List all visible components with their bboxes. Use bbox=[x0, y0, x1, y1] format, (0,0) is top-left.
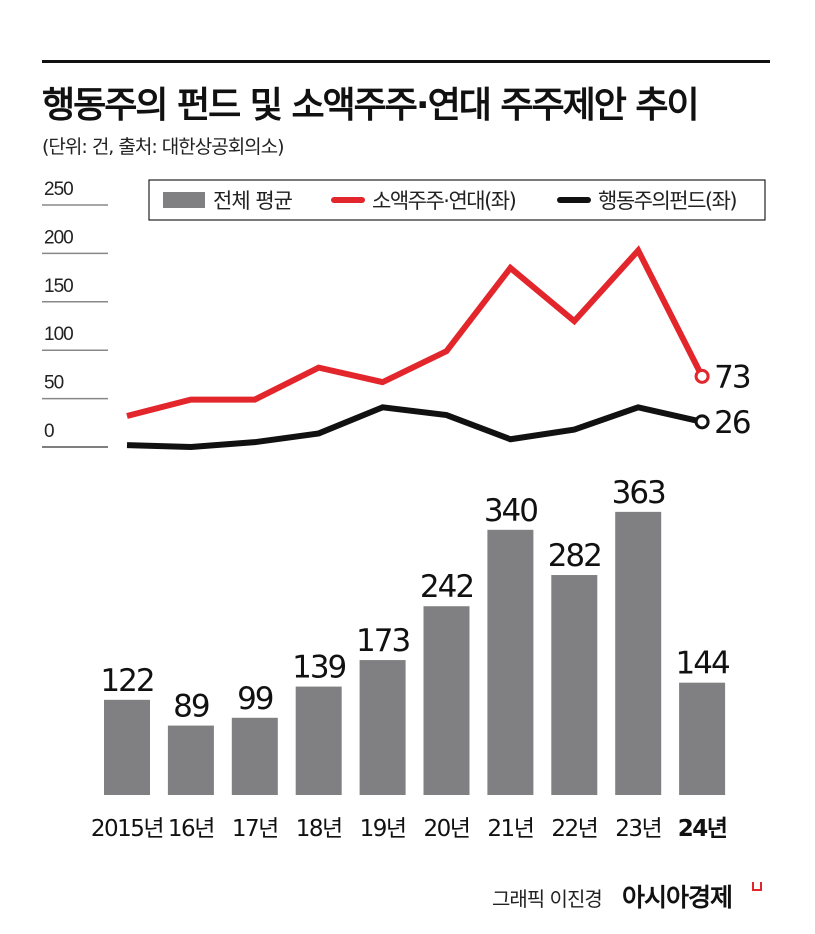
x-tick-label: 2015년 bbox=[91, 816, 163, 842]
bar bbox=[615, 511, 662, 795]
x-tick-label: 18년 bbox=[296, 816, 342, 842]
end-label-retail: 73 bbox=[714, 359, 750, 395]
bar-value-label: 99 bbox=[237, 681, 273, 717]
y-tick-label: 0 bbox=[44, 421, 54, 442]
y-tick-label: 150 bbox=[44, 276, 73, 297]
x-tick-label: 24년 bbox=[678, 816, 727, 842]
line-series-retail bbox=[126, 245, 705, 419]
bar bbox=[359, 660, 406, 795]
x-tick-label: 22년 bbox=[551, 816, 597, 842]
bar-value-label: 242 bbox=[420, 569, 473, 605]
bar-value-label: 363 bbox=[612, 475, 665, 511]
y-tick-label: 250 bbox=[44, 179, 73, 200]
bar bbox=[104, 699, 150, 795]
legend-label-activist: 행동주의펀드(좌) bbox=[598, 189, 736, 213]
y-tick-label: 100 bbox=[44, 324, 73, 345]
legend-label-retail: 소액주주·연대(좌) bbox=[372, 189, 516, 213]
bar bbox=[167, 725, 214, 795]
bar-value-label: 173 bbox=[356, 623, 409, 659]
bar-value-label: 122 bbox=[100, 663, 153, 699]
x-tick-label: 23년 bbox=[615, 816, 661, 842]
x-tick-label: 20년 bbox=[424, 816, 470, 842]
bar bbox=[487, 529, 534, 795]
top-rule bbox=[42, 60, 770, 63]
data-point-activist bbox=[694, 414, 710, 430]
bar bbox=[551, 575, 598, 795]
end-label-activist: 26 bbox=[714, 405, 750, 441]
brand-logo: 아시아경제 bbox=[622, 883, 733, 912]
legend-label-bar: 전체 평균 bbox=[213, 189, 293, 213]
chart-title: 행동주의 펀드 및 소액주주·연대 주주제안 추이 bbox=[42, 85, 700, 126]
x-tick-label: 19년 bbox=[360, 816, 406, 842]
brand-mark-icon bbox=[752, 882, 762, 891]
bar-value-label: 340 bbox=[484, 493, 537, 529]
bar-value-label: 139 bbox=[292, 650, 345, 686]
bar-value-label: 144 bbox=[676, 646, 729, 682]
legend-box bbox=[148, 179, 766, 221]
bar bbox=[423, 606, 470, 795]
y-tick-label: 50 bbox=[44, 373, 64, 394]
x-tick-label: 21년 bbox=[487, 816, 533, 842]
legend-swatch-bar bbox=[163, 192, 205, 208]
line-series-activist bbox=[126, 404, 703, 451]
bar bbox=[231, 717, 278, 795]
chart-subtitle: (단위: 건, 출처: 대한상공회의소) bbox=[42, 136, 285, 158]
y-tick-label: 200 bbox=[44, 227, 73, 248]
bar bbox=[679, 682, 726, 795]
bar-value-label: 282 bbox=[548, 538, 601, 574]
credit: 그래픽 이진경 bbox=[492, 887, 603, 911]
bar-value-label: 89 bbox=[173, 689, 209, 725]
x-tick-label: 17년 bbox=[232, 816, 278, 842]
data-point-retail bbox=[694, 368, 710, 384]
bar bbox=[295, 686, 342, 795]
x-tick-label: 16년 bbox=[168, 816, 214, 842]
